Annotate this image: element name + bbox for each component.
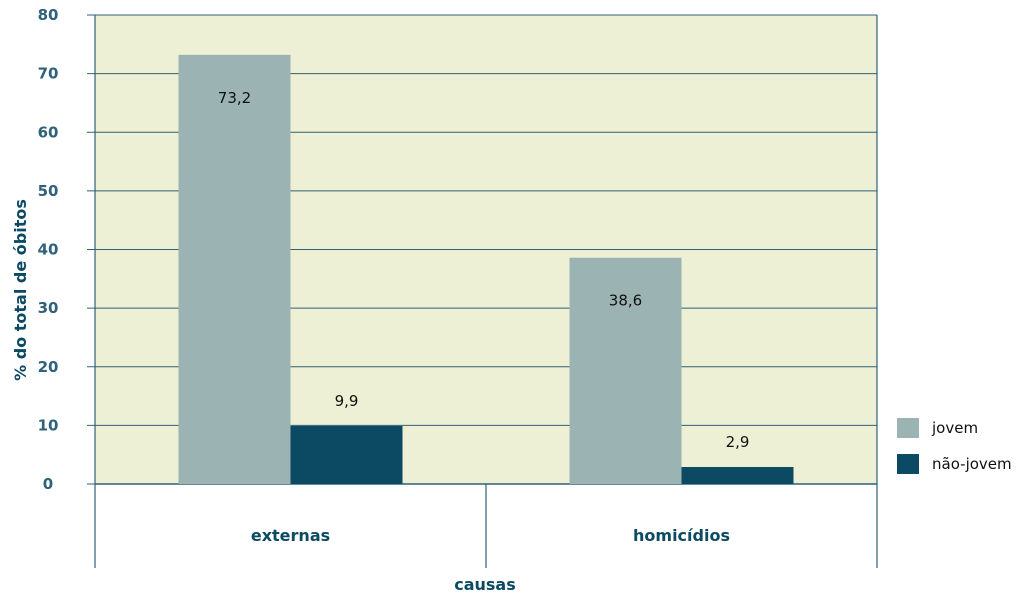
legend-swatch (897, 418, 919, 438)
data-label: 38,6 (609, 292, 642, 310)
y-tick-label: 80 (38, 6, 59, 24)
data-label: 73,2 (218, 89, 251, 107)
category-label: externas (251, 526, 330, 545)
y-tick-label: 60 (38, 123, 59, 141)
bar (178, 54, 291, 485)
legend-label: não-jovem (932, 455, 1012, 473)
y-tick-label: 30 (38, 299, 59, 317)
data-label: 2,9 (726, 433, 750, 451)
y-axis-title: % do total de óbitos (11, 199, 30, 381)
y-tick-label: 50 (38, 182, 59, 200)
y-axis-ticks: 0 10 20 30 40 50 60 70 80 (38, 6, 95, 493)
legend-label: jovem (931, 419, 978, 437)
category-labels: externas homicídios (251, 526, 730, 545)
y-tick-label: 20 (38, 358, 59, 376)
data-label: 9,9 (335, 392, 359, 410)
category-label: homicídios (633, 526, 730, 545)
y-tick-label: 40 (38, 241, 59, 259)
bar (569, 257, 682, 484)
y-tick-label: 0 (43, 475, 53, 493)
bars (178, 54, 794, 485)
x-axis-title: causas (454, 575, 516, 594)
data-labels: 73,2 9,9 38,6 2,9 (218, 89, 750, 451)
bar (681, 466, 794, 484)
bar (290, 425, 403, 484)
legend-swatch (897, 454, 919, 474)
y-tick-label: 10 (38, 416, 59, 434)
legend: jovem não-jovem (897, 418, 1012, 474)
y-tick-label: 70 (38, 65, 59, 83)
